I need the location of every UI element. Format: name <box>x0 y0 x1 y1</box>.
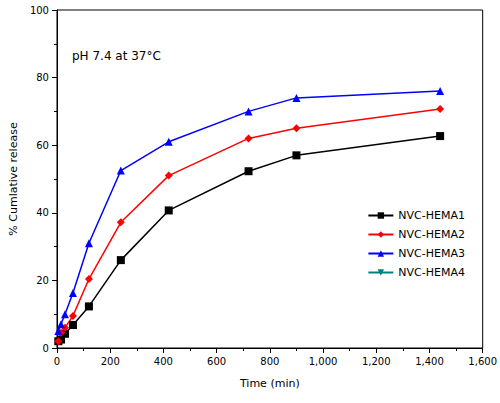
svg-text:% Cumlative release: % Cumlative release <box>7 122 20 236</box>
svg-text:1,400: 1,400 <box>415 356 444 367</box>
svg-text:600: 600 <box>207 356 226 367</box>
svg-text:NVC-HEMA1: NVC-HEMA1 <box>398 209 465 222</box>
svg-text:Time (min): Time (min) <box>239 377 300 390</box>
svg-text:200: 200 <box>101 356 120 367</box>
svg-text:1,200: 1,200 <box>362 356 391 367</box>
svg-text:400: 400 <box>154 356 173 367</box>
svg-text:40: 40 <box>36 207 49 218</box>
svg-text:80: 80 <box>36 72 49 83</box>
svg-text:100: 100 <box>30 5 49 16</box>
svg-text:1,000: 1,000 <box>309 356 338 367</box>
svg-text:NVC-HEMA2: NVC-HEMA2 <box>398 228 465 241</box>
svg-text:1,600: 1,600 <box>468 356 497 367</box>
svg-text:0: 0 <box>54 356 60 367</box>
svg-text:800: 800 <box>260 356 279 367</box>
svg-text:NVC-HEMA4: NVC-HEMA4 <box>398 266 465 279</box>
svg-text:0: 0 <box>43 343 49 354</box>
svg-text:pH 7.4 at 37°C: pH 7.4 at 37°C <box>72 49 161 63</box>
svg-text:20: 20 <box>36 275 49 286</box>
svg-text:60: 60 <box>36 140 49 151</box>
svg-text:NVC-HEMA3: NVC-HEMA3 <box>398 247 465 260</box>
